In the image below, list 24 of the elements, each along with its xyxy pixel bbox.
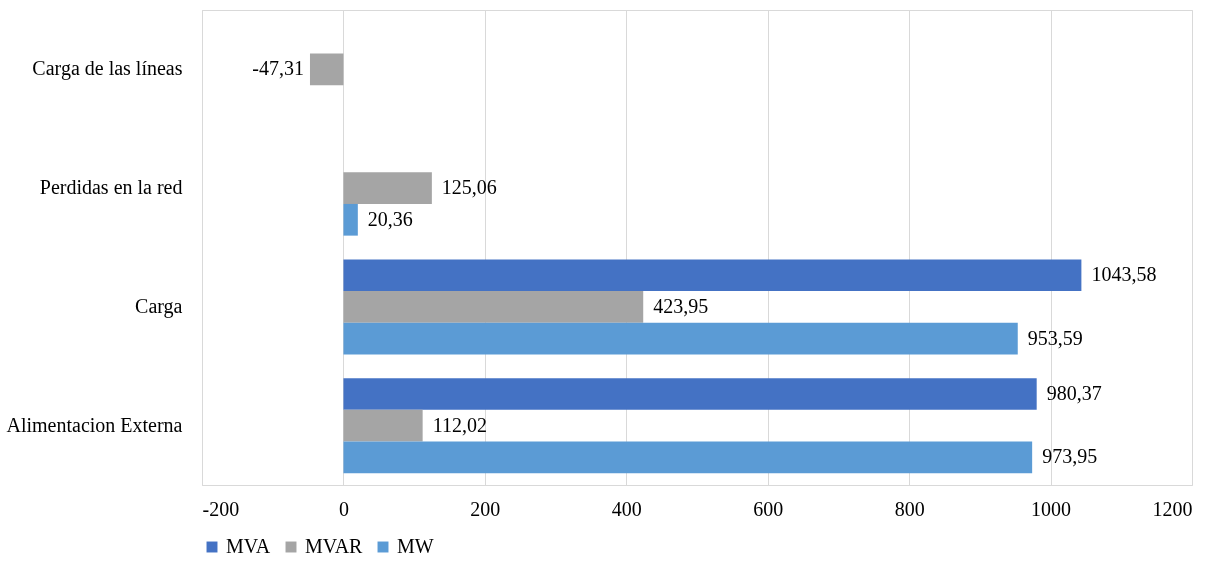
- y-tick-label: Carga de las líneas: [32, 57, 183, 81]
- data-label: 20,36: [367, 207, 413, 230]
- x-tick-label: 400: [611, 497, 642, 520]
- x-tick-label: 0: [338, 497, 349, 520]
- data-label: 973,95: [1042, 445, 1098, 468]
- x-tick-label: 600: [753, 497, 784, 520]
- data-label: 125,06: [441, 176, 497, 199]
- x-tick-label: 1200: [1152, 497, 1193, 520]
- data-label: -47,31: [252, 57, 304, 80]
- y-tick-label: Perdidas en la red: [39, 176, 183, 199]
- data-label: 423,95: [653, 294, 709, 317]
- x-tick-label: 800: [894, 497, 925, 520]
- x-tick-label: -200: [202, 497, 240, 520]
- data-label: 980,37: [1046, 381, 1102, 404]
- x-tick-label: 200: [470, 497, 501, 520]
- legend-label: MVA: [226, 535, 271, 557]
- data-label: 953,59: [1027, 326, 1083, 349]
- data-label: 112,02: [432, 413, 487, 436]
- x-tick-label: 1000: [1031, 497, 1072, 520]
- y-tick-label: Carga: [135, 294, 183, 318]
- data-label: 1043,58: [1091, 263, 1157, 286]
- legend-label: MW: [397, 535, 434, 557]
- y-tick-label: Alimentacion Externa: [6, 413, 183, 436]
- legend-label: MVAR: [305, 535, 364, 557]
